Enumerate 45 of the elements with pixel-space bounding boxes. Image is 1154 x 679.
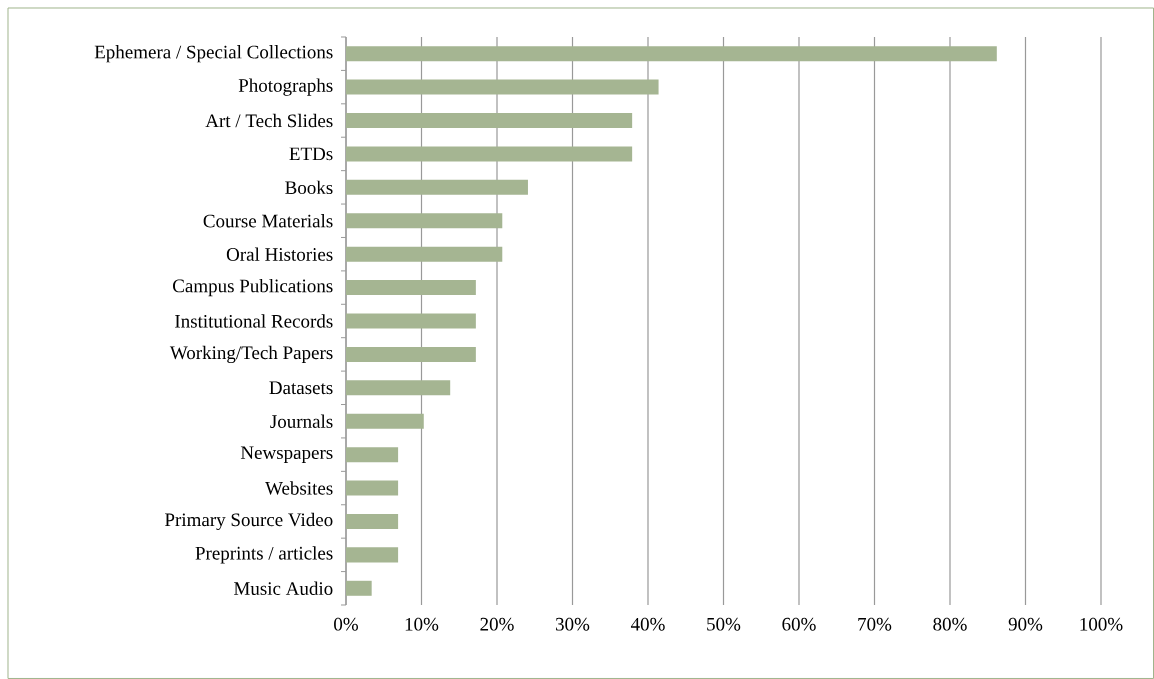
bar — [346, 213, 503, 229]
x-tick-label: 100% — [1080, 617, 1123, 631]
y-tick-label: Campus Publications — [173, 278, 333, 297]
y-tick-label: Newspapers — [240, 446, 333, 463]
bar — [346, 580, 372, 596]
x-tick-label: 80% — [933, 617, 967, 631]
bar — [346, 313, 476, 329]
y-tick-label: Preprints / articles — [195, 546, 333, 564]
bar — [346, 280, 476, 296]
x-tick-label: 0% — [334, 617, 359, 631]
bar — [346, 480, 399, 496]
bar — [346, 513, 399, 529]
y-tick-label: Ephemera / Special Collections — [94, 45, 333, 63]
x-tick-label: 90% — [1008, 617, 1043, 631]
x-tick-label: 40% — [630, 617, 665, 631]
bar — [346, 447, 399, 463]
y-tick-label: Websites — [265, 481, 333, 495]
y-tick-label: Journals — [270, 414, 333, 428]
bar — [346, 246, 503, 262]
x-tick-label: 50% — [707, 617, 741, 631]
x-tick-label: 30% — [556, 617, 590, 631]
bar — [346, 179, 528, 195]
x-tick-label: 10% — [405, 617, 439, 631]
y-tick-label: Books — [285, 180, 333, 195]
bar — [346, 547, 399, 563]
y-tick-label: ETDs — [289, 147, 333, 161]
y-tick-label: Music Audio — [234, 581, 333, 595]
x-tick-label: 20% — [480, 617, 514, 631]
x-tick-label: 60% — [782, 617, 816, 631]
x-tick-label: 70% — [858, 617, 892, 631]
y-tick-label: Institutional Records — [175, 314, 333, 328]
y-tick-label: Datasets — [269, 381, 333, 395]
y-tick-label: Oral Histories — [226, 247, 333, 261]
y-tick-label: Course Materials — [203, 214, 333, 228]
y-tick-label: Primary Source Video — [164, 512, 333, 531]
bar — [346, 146, 633, 162]
bar — [346, 413, 424, 429]
bar — [346, 380, 451, 396]
bar — [346, 79, 659, 95]
y-tick-label: Art / Tech Slides — [205, 113, 333, 128]
y-tick-label: Working/Tech Papers — [169, 345, 333, 364]
bar — [346, 346, 476, 362]
y-tick-label: Photographs — [238, 78, 333, 96]
bar — [346, 113, 633, 129]
bar — [346, 46, 997, 62]
